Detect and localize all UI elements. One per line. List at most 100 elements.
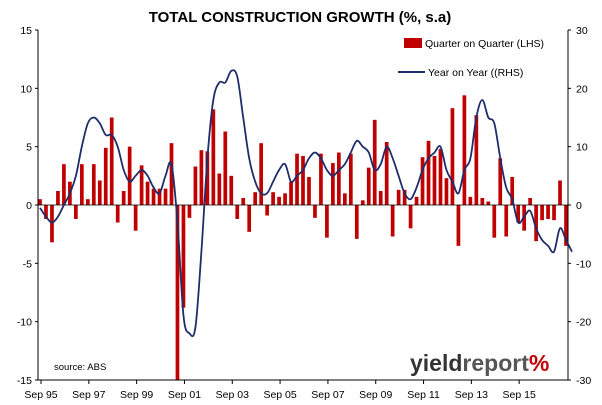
qoq-bar [205,151,210,205]
qoq-bar [259,143,264,205]
x-tick-label: Sep 97 [72,389,105,401]
qoq-bar [372,119,377,205]
right-axis-ticks: 30 20 10 0 -10 -20 -30 [568,25,591,387]
x-tick-label: Sep 99 [120,389,153,401]
qoq-bar [325,205,329,238]
qoq-bar [247,205,252,232]
qoq-bar [103,147,108,205]
qoq-bar [348,153,353,205]
qoq-bar [38,199,42,205]
qoq-bar [444,178,449,205]
right-tick-label: -10 [576,258,591,270]
legend-bar-swatch [404,38,422,48]
left-tick-label: 10 [20,83,32,95]
qoq-bar [384,142,389,205]
source-note: source: ABS [54,362,106,373]
left-tick-label: 15 [20,25,32,37]
right-tick-label: 20 [576,83,588,95]
left-tick-label: 5 [26,142,32,154]
yoy-line [39,69,573,338]
qoq-bar [558,180,562,205]
qoq-bar [277,196,281,205]
right-tick-label: 10 [576,142,588,154]
qoq-bar [390,205,395,237]
legend: Quarter on Quarter (LHS) Year on Year ((… [398,38,544,79]
qoq-bar [56,191,60,205]
qoq-bar [498,158,503,205]
qoq-bar [450,108,455,205]
left-tick-label: -10 [17,317,32,329]
qoq-bar [456,205,461,246]
qoq-bar [360,200,365,205]
qoq-bar [211,109,216,205]
x-tick-label: Sep 95 [24,389,57,401]
qoq-bar [253,192,258,205]
x-axis-ticks: Sep 95 Sep 97 Sep 99 Sep 01 Sep 03 Sep 05 Sep … [24,380,536,401]
qoq-bar [50,205,54,243]
qoq-bar [74,205,78,219]
qoq-bar [307,177,311,205]
qoq-bar [462,95,467,205]
qoq-bar [145,181,150,205]
qoq-bar [295,153,299,205]
chart-title: TOTAL CONSTRUCTION GROWTH (%, s.a) [149,9,452,26]
qoq-bar [223,131,228,205]
qoq-bar [438,149,443,205]
qoq-bar [474,115,479,205]
qoq-bar [139,165,144,205]
qoq-bar [337,152,341,205]
qoq-bar [181,205,186,308]
yieldreport-logo: yieldreport% [410,350,549,376]
left-tick-label: -15 [17,375,32,387]
x-tick-label: Sep 15 [503,389,536,401]
qoq-bar [121,191,126,205]
qoq-bar [235,205,240,219]
qoq-bar [396,189,401,205]
x-tick-label: Sep 03 [216,389,249,401]
qoq-bar [127,146,132,205]
qoq-bar [552,205,556,221]
qoq-bar [301,156,305,205]
qoq-bar [564,205,568,246]
qoq-bar [546,205,550,219]
qoq-bar [115,205,120,223]
qoq-bar [175,205,180,380]
qoq-bar [468,196,473,205]
qoq-bar [133,205,138,231]
qoq-bar [528,198,532,205]
qoq-bar [151,188,156,205]
qoq-bar [217,173,222,205]
qoq-bar [97,180,102,205]
axes [37,30,569,381]
qoq-bar [540,205,544,221]
qoq-bar [408,205,413,229]
qoq-bar [366,167,371,205]
qoq-bar [109,117,114,205]
right-tick-label: 0 [576,200,582,212]
qoq-bar [432,156,437,205]
qoq-bar [510,177,515,205]
x-tick-label: Sep 13 [455,389,488,401]
qoq-bar [426,140,431,205]
qoq-bar [271,192,275,205]
qoq-bar [229,175,234,205]
qoq-bar [516,205,521,223]
qoq-bar [331,163,335,205]
qoq-bar [492,205,497,238]
qoq-bar [289,181,293,205]
qoq-bar [504,205,509,237]
x-tick-label: Sep 05 [263,389,296,401]
qoq-bar [534,205,538,242]
bar-series [38,95,568,380]
qoq-bar [486,201,491,205]
logo-part-yield: yield [410,350,462,376]
right-tick-label: -20 [576,317,591,329]
qoq-bar [283,193,287,205]
qoq-bar [44,205,48,219]
left-tick-label: 0 [26,200,32,212]
qoq-bar [265,205,269,216]
qoq-bar [199,150,204,205]
line-series [39,69,573,338]
x-tick-label: Sep 09 [359,389,392,401]
